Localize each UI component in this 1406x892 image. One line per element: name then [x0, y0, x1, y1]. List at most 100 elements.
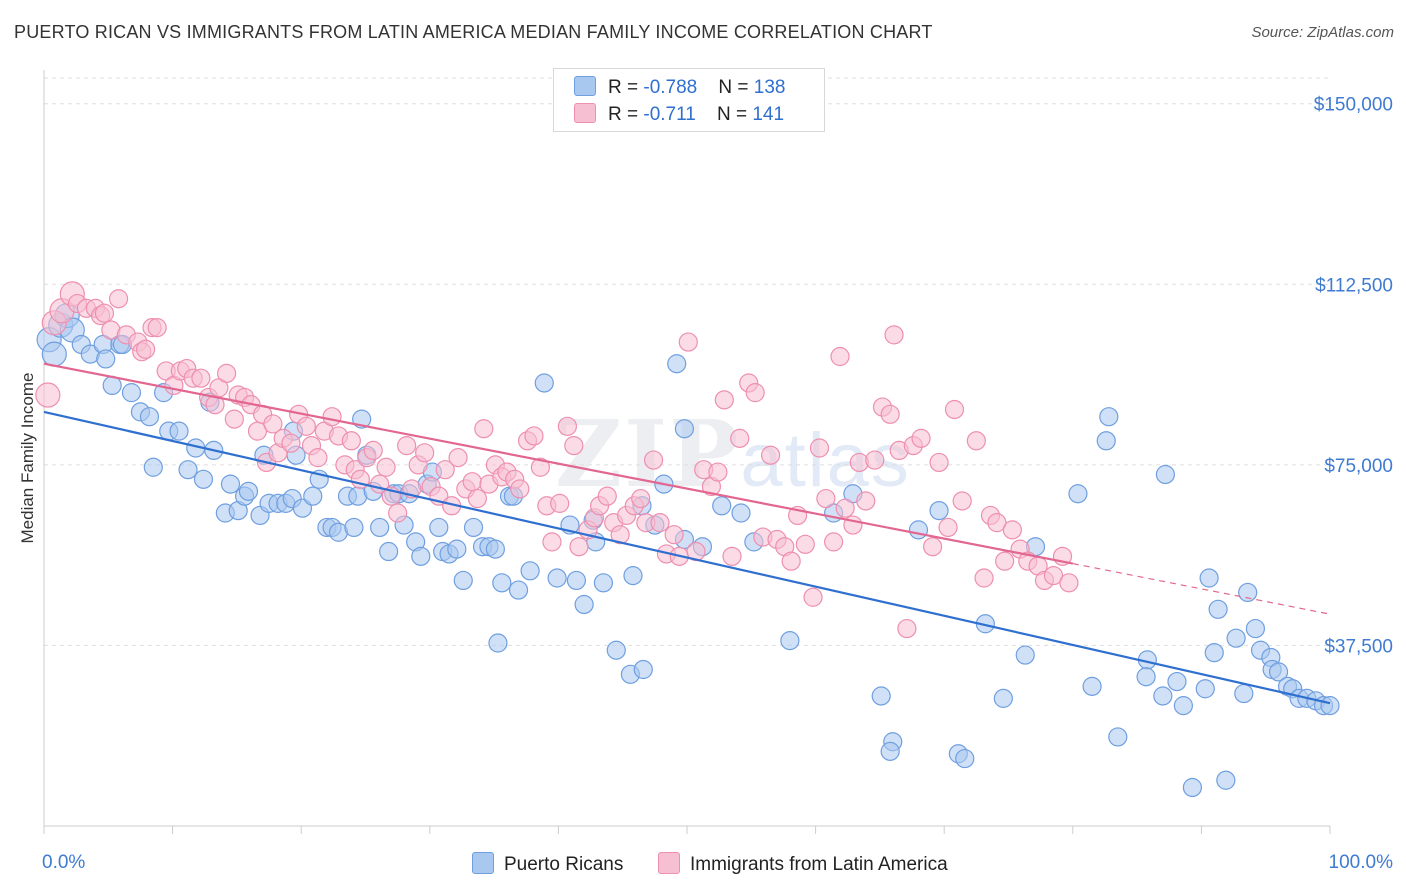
immigrant-point-82	[569, 537, 589, 557]
bottom-legend-label-1: Puerto Ricans	[504, 854, 624, 875]
immigrant-point-115	[803, 587, 823, 607]
legend-r-label-2: R =	[608, 104, 644, 125]
puerto-rican-point-110	[1068, 484, 1088, 504]
immigrant-point-135	[944, 399, 965, 420]
legend-r-value-2: -0.711	[643, 104, 696, 125]
puerto-rican-point-38	[303, 486, 323, 506]
puerto-rican-point-94	[731, 503, 751, 523]
immigrant-point-80	[557, 416, 578, 436]
bottom-legend-puerto-ricans: Puerto Ricans	[472, 852, 623, 876]
immigrant-point-116	[809, 438, 830, 458]
puerto-rican-point-8	[96, 349, 116, 369]
y-tick-label-1: $75,000	[1324, 456, 1393, 477]
legend-r-label-1: R =	[608, 77, 644, 98]
immigrant-point-14	[135, 339, 156, 359]
puerto-rican-point-96	[780, 631, 800, 651]
axes	[43, 70, 1331, 834]
immigrant-point-78	[542, 532, 562, 552]
puerto-rican-point-67	[485, 539, 505, 559]
puerto-rican-point-81	[593, 573, 614, 593]
immigrant-point-107	[745, 383, 765, 403]
puerto-rican-point-49	[370, 517, 390, 538]
legend-n-label-2: N =	[716, 104, 753, 125]
puerto-rican-point-118	[1155, 464, 1175, 485]
puerto-rican-point-56	[411, 546, 431, 566]
immigrant-point-131	[911, 428, 931, 448]
immigrant-point-120	[835, 498, 855, 518]
puerto-rican-point-134	[1268, 662, 1289, 682]
puerto-rican-point-102	[908, 520, 929, 540]
bottom-legend-swatch-blue	[472, 852, 494, 874]
immigrant-point-76	[530, 457, 550, 477]
correlation-legend: R = -0.788 N = 138 R = -0.711 N = 141	[553, 68, 825, 132]
puerto-rican-point-19	[178, 460, 198, 480]
immigrant-point-119	[830, 346, 850, 367]
trend-line-immigrants	[43, 362, 1074, 565]
immigrant-point-142	[1002, 520, 1022, 540]
immigrant-point-16	[147, 318, 167, 338]
puerto-rican-point-123	[1199, 568, 1219, 588]
puerto-rican-point-82	[606, 640, 626, 660]
immigrant-point-129	[897, 618, 917, 639]
puerto-rican-point-16	[143, 457, 163, 477]
puerto-rican-point-89	[667, 354, 687, 374]
immigrant-point-10	[108, 289, 129, 309]
legend-n-value-1: 138	[753, 77, 786, 98]
immigrant-point-54	[388, 503, 408, 523]
legend-r-value-1: -0.788	[643, 77, 698, 98]
immigrant-point-96	[664, 525, 684, 545]
immigrant-point-94	[650, 513, 670, 533]
bottom-legend-swatch-pink	[658, 852, 680, 874]
immigrant-point-0	[35, 382, 61, 408]
chart-title: PUERTO RICAN VS IMMIGRANTS FROM LATIN AM…	[14, 22, 933, 42]
legend-n-label-1: N =	[718, 77, 754, 98]
immigrant-point-114	[795, 534, 815, 554]
immigrant-point-61	[435, 460, 455, 480]
puerto-rican-point-44	[344, 517, 364, 538]
immigrant-point-58	[415, 443, 435, 463]
puerto-rican-point-73	[520, 561, 540, 581]
puerto-rican-point-117	[1153, 686, 1173, 706]
puerto-rican-point-122	[1195, 679, 1215, 699]
puerto-rican-point-68	[492, 573, 512, 593]
immigrant-point-67	[474, 419, 494, 439]
puerto-rican-point-121	[1182, 777, 1202, 798]
immigrant-point-136	[952, 491, 972, 511]
trend-line-puerto-ricans	[43, 410, 1331, 705]
immigrant-point-34	[263, 414, 283, 434]
puerto-rican-point-124	[1204, 643, 1224, 663]
series-immigrants	[35, 281, 1079, 639]
immigrant-point-103	[714, 390, 734, 410]
trend-line-immigrants-extension	[1072, 562, 1331, 615]
immigrant-point-81	[564, 435, 584, 456]
puerto-rican-point-101	[880, 741, 900, 761]
puerto-rican-point-59	[429, 517, 449, 538]
immigrant-point-104	[722, 546, 742, 566]
puerto-rican-point-50	[379, 541, 399, 562]
puerto-rican-point-120	[1173, 696, 1193, 716]
immigrant-point-140	[987, 513, 1007, 533]
immigrant-point-118	[824, 532, 844, 552]
x-tick-label-min: 0.0%	[42, 852, 85, 873]
immigrant-point-75	[524, 426, 544, 446]
immigrant-point-126	[880, 404, 900, 424]
immigrant-point-79	[550, 493, 570, 513]
puerto-rican-point-78	[574, 594, 594, 615]
immigrant-point-147	[1043, 566, 1064, 586]
y-tick-label-0: $37,500	[1324, 636, 1393, 657]
puerto-rican-point-113	[1099, 407, 1119, 427]
immigrant-point-43	[322, 407, 342, 427]
immigrant-point-91	[631, 488, 651, 509]
bottom-legend-immigrants: Immigrants from Latin America	[658, 852, 948, 876]
puerto-rican-point-12	[121, 383, 142, 403]
immigrant-point-124	[865, 450, 885, 470]
immigrant-point-65	[462, 472, 482, 492]
puerto-rican-point-21	[193, 469, 214, 489]
immigrant-point-41	[308, 448, 328, 468]
puerto-rican-point-14	[139, 407, 160, 427]
puerto-rican-point-116	[1136, 667, 1156, 687]
puerto-rican-point-141	[1320, 696, 1340, 716]
puerto-rican-point-114	[1108, 727, 1128, 747]
legend-row-immigrants: R = -0.711 N = 141	[574, 103, 784, 126]
